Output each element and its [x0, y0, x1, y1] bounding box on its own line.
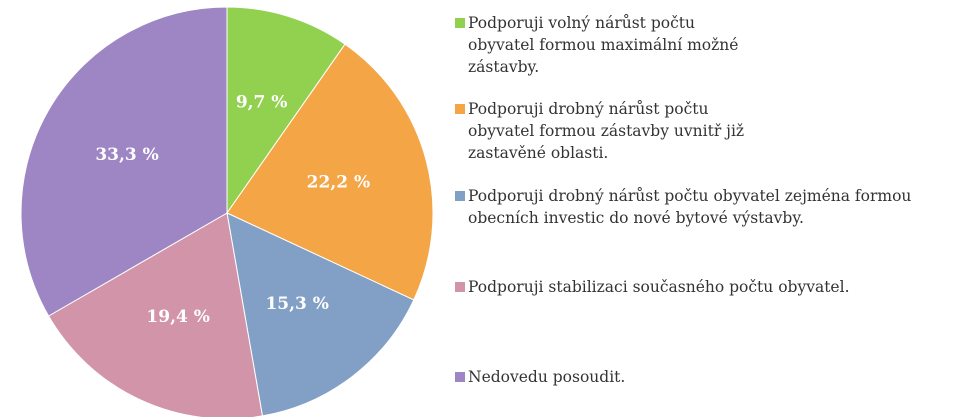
legend-label: Podporuji drobný nárůst počtu obyvatel z…	[468, 187, 912, 227]
slice-label: 22,2 %	[307, 173, 370, 193]
slice-label: 33,3 %	[95, 145, 158, 165]
slice-label: 15,3 %	[265, 294, 328, 314]
legend-label: Podporuji stabilizaci současného počtu o…	[468, 278, 850, 296]
legend-label: Podporuji volný nárůst počtu obyvatel fo…	[468, 14, 739, 76]
legend-swatch	[455, 282, 465, 292]
legend-swatch	[455, 191, 465, 201]
pie-slice	[20, 6, 228, 317]
legend-item: Podporuji stabilizaci současného počtu o…	[455, 276, 973, 298]
slice-label: 9,7 %	[236, 92, 288, 112]
pie-slice	[226, 212, 415, 417]
slice-label: 19,4 %	[146, 307, 209, 327]
legend-item: Podporuji drobný nárůst počtu obyvatel z…	[455, 185, 973, 229]
pie-slice	[226, 43, 434, 301]
legend-item: Nedovedu posoudit.	[455, 366, 973, 388]
pie-slice	[47, 212, 264, 417]
legend-swatch	[455, 18, 465, 28]
legend-label: Nedovedu posoudit.	[468, 368, 626, 386]
legend-swatch	[455, 104, 465, 114]
legend-label: Podporuji drobný nárůst počtu obyvatel f…	[468, 100, 745, 162]
pie-slice	[226, 6, 346, 215]
legend-item: Podporuji volný nárůst počtu obyvatel fo…	[455, 12, 758, 78]
chart: 9,7 % 22,2 % 15,3 % 19,4 % 33,3 %	[20, 6, 434, 417]
legend-swatch	[455, 372, 465, 382]
legend-item: Podporuji drobný nárůst počtu obyvatel f…	[455, 98, 768, 164]
